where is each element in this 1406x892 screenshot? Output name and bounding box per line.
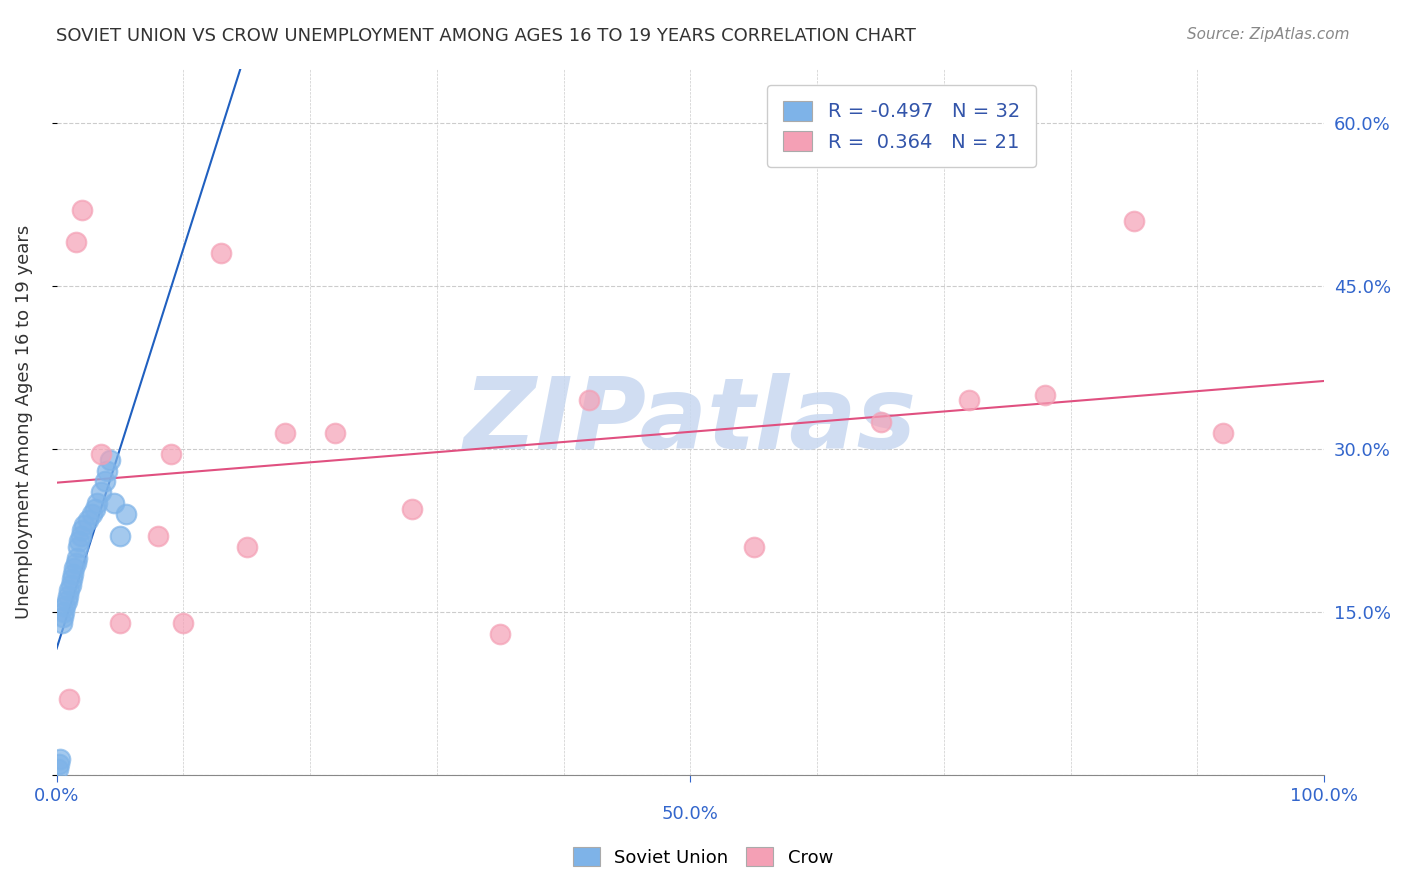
Legend: Soviet Union, Crow: Soviet Union, Crow: [565, 840, 841, 874]
Point: [489, 626, 512, 640]
Point: [65, 235, 87, 250]
Point: [115, 507, 138, 521]
Point: [48, 757, 70, 772]
Point: [869, 415, 891, 429]
Point: [172, 615, 194, 630]
Point: [73, 518, 96, 533]
Point: [56, 589, 79, 603]
Point: [55, 594, 77, 608]
Point: [83, 501, 105, 516]
Point: [96, 464, 118, 478]
Point: [401, 501, 423, 516]
Point: [235, 540, 257, 554]
Point: [742, 540, 765, 554]
Point: [63, 561, 86, 575]
Point: [62, 566, 84, 581]
Point: [82, 507, 104, 521]
Text: Source: ZipAtlas.com: Source: ZipAtlas.com: [1187, 27, 1350, 42]
Point: [52, 610, 75, 624]
Legend: R = -0.497   N = 32, R =  0.364   N = 21: R = -0.497 N = 32, R = 0.364 N = 21: [768, 86, 1036, 167]
Point: [103, 496, 125, 510]
Point: [65, 556, 87, 570]
Point: [90, 447, 112, 461]
Point: [70, 524, 93, 538]
Point: [957, 392, 980, 407]
Point: [1033, 387, 1056, 401]
Point: [159, 447, 181, 461]
Point: [67, 534, 90, 549]
Y-axis label: Unemployment Among Ages 16 to 19 years: Unemployment Among Ages 16 to 19 years: [15, 225, 32, 619]
Point: [69, 529, 91, 543]
Point: [274, 425, 297, 440]
Point: [55, 599, 77, 614]
Point: [58, 691, 80, 706]
Text: ZIPatlas: ZIPatlas: [464, 373, 917, 470]
Point: [70, 202, 93, 217]
Text: 50.0%: 50.0%: [662, 805, 718, 823]
Point: [67, 540, 90, 554]
Point: [108, 529, 131, 543]
Point: [1123, 213, 1146, 227]
Point: [77, 512, 100, 526]
Point: [325, 425, 347, 440]
Point: [53, 605, 76, 619]
Point: [1212, 425, 1234, 440]
Point: [59, 578, 82, 592]
Point: [90, 485, 112, 500]
Point: [98, 452, 121, 467]
Point: [51, 615, 73, 630]
Point: [108, 615, 131, 630]
Point: [58, 583, 80, 598]
Point: [60, 572, 83, 586]
Point: [46, 763, 69, 777]
Point: [94, 475, 117, 489]
Point: [209, 246, 232, 260]
Point: [66, 550, 89, 565]
Point: [146, 529, 169, 543]
Point: [49, 751, 72, 765]
Point: [86, 496, 108, 510]
Point: [578, 392, 600, 407]
Text: SOVIET UNION VS CROW UNEMPLOYMENT AMONG AGES 16 TO 19 YEARS CORRELATION CHART: SOVIET UNION VS CROW UNEMPLOYMENT AMONG …: [56, 27, 917, 45]
